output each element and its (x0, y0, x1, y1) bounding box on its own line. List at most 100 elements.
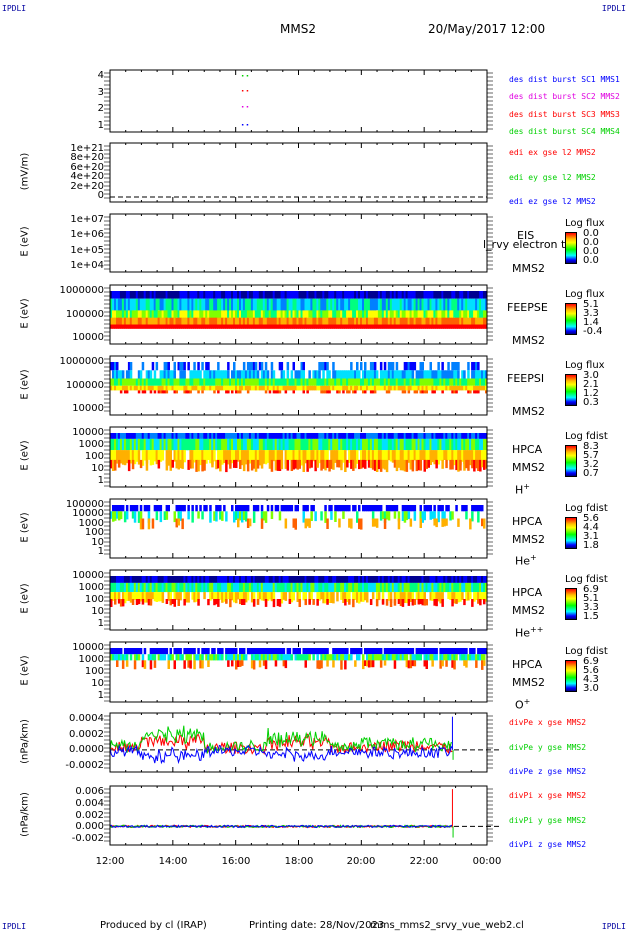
y-tick-label: 4e+20 (70, 171, 104, 182)
colorbar-value: 1.4 (583, 317, 599, 328)
y-tick-label: 10 (91, 463, 104, 474)
colorbar-title: Log flux (565, 289, 605, 300)
divpe-series-1 (109, 725, 453, 755)
y-tick-label: 10000 (72, 570, 104, 581)
colorbar-title: Log fdist (565, 503, 608, 514)
y-tick-label: 1e+21 (70, 143, 104, 154)
divpi-frame (109, 785, 488, 846)
divpi-series-2 (109, 824, 453, 829)
corner-label-top-right: IPDLI (601, 4, 626, 13)
colorbar-value: 0.0 (583, 255, 599, 266)
y-tick-label: 1000 (78, 582, 104, 593)
y-tick-label: 1 (97, 618, 104, 629)
species-name: O (515, 698, 524, 712)
series-legend-label: des dist burst SC4 MMS4 (509, 127, 620, 136)
colorbar-value: 0.0 (583, 228, 599, 239)
species-label: He+ (515, 553, 537, 568)
y-tick-label: 1 (97, 475, 104, 486)
y-axis-label: E (eV) (19, 226, 31, 257)
spacecraft-label: MMS2 (512, 334, 545, 347)
series-legend-label: divPi z gse MMS2 (509, 840, 587, 849)
y-tick-label: 1e+04 (70, 260, 104, 271)
corner-label-top-left: IPDLI (2, 4, 27, 13)
colorbar-value: 3.1 (583, 531, 599, 542)
colorbar-title: Log fdist (565, 431, 608, 442)
species-charge: + (530, 553, 537, 562)
colorbar-value: 1.2 (583, 388, 599, 399)
colorbar-title: Log flux (565, 218, 605, 229)
y-tick-label: 100000 (65, 309, 104, 320)
series-legend-label: divPe x gse MMS2 (509, 718, 587, 727)
burst-frame (109, 69, 488, 133)
y-tick-label: 100000 (65, 499, 104, 510)
colorbar (565, 517, 577, 549)
spacecraft-label: MMS2 (512, 533, 545, 546)
colorbar (565, 445, 577, 477)
series-legend-label: des dist burst SC1 MMS1 (509, 75, 620, 84)
y-tick-label: 0.000 (75, 821, 104, 832)
spacecraft-label: MMS2 (512, 262, 545, 275)
y-tick-label: 1 (97, 546, 104, 557)
hpca_he2-spectrogram (110, 576, 488, 608)
burst-mark (241, 124, 244, 126)
colorbar-title: Log flux (565, 360, 605, 371)
series-legend-label: edi ez gse l2 MMS2 (509, 197, 596, 206)
y-tick-label: 2e+20 (70, 181, 104, 192)
y-tick-label: 1000000 (59, 285, 104, 296)
burst-mark (241, 75, 244, 77)
colorbar-value: 4.3 (583, 674, 599, 685)
colorbar-value: 5.7 (583, 450, 599, 461)
colorbar-value: 0.0 (583, 246, 599, 257)
colorbar-value: 3.0 (583, 683, 599, 694)
series-legend-label: edi ex gse l2 MMS2 (509, 148, 596, 157)
colorbar (565, 588, 577, 620)
colorbar-value: 5.1 (583, 593, 599, 604)
colorbar-value: 5.6 (583, 665, 599, 676)
instrument-label: FEEPSI (507, 372, 545, 385)
y-tick-label: 1000000 (59, 356, 104, 367)
colorbar-value: 2.1 (583, 379, 599, 390)
colorbar-value: 3.3 (583, 602, 599, 613)
y-tick-label: -0.002 (71, 833, 104, 844)
colorbar-value: 6.9 (583, 584, 599, 595)
burst-mark (246, 90, 249, 92)
series-legend-label: edi ey gse l2 MMS2 (509, 173, 596, 182)
instrument-label: HPCA (512, 443, 543, 456)
instrument-label: HPCA (512, 515, 543, 528)
colorbar-value: 1.5 (583, 611, 599, 622)
burst-mark (246, 75, 249, 77)
species-name: He (515, 554, 531, 568)
y-tick-label: 10 (91, 678, 104, 689)
y-tick-label: 10 (91, 606, 104, 617)
hpca_he-spectrogram (110, 505, 486, 530)
colorbar-value: 0.7 (583, 468, 599, 479)
date-time-title: 20/May/2017 12:00 (428, 22, 546, 36)
colorbar-value: 0.3 (583, 397, 599, 408)
y-tick-label: 1 (97, 120, 104, 131)
colorbar-value: 3.0 (583, 370, 599, 381)
y-tick-label: 1000 (78, 518, 104, 529)
divpe-series-2 (109, 744, 453, 765)
burst-mark (241, 90, 244, 92)
species-charge: + (523, 482, 530, 491)
y-tick-label: 0.006 (75, 786, 104, 797)
y-tick-label: 0.002 (75, 810, 104, 821)
series-legend-label: divPe z gse MMS2 (509, 767, 587, 776)
spacecraft-label: MMS2 (512, 604, 545, 617)
y-tick-label: 1e+07 (70, 214, 104, 225)
colorbar-title: Log fdist (565, 574, 608, 585)
species-label: H+ (515, 482, 530, 497)
y-tick-label: 10 (91, 537, 104, 548)
y-tick-label: 6e+20 (70, 162, 104, 173)
y-axis-label: E (eV) (19, 440, 31, 471)
y-tick-label: 0.0004 (69, 713, 104, 724)
instrument-label: HPCA (512, 658, 543, 671)
colorbar-value: 6.9 (583, 656, 599, 667)
spacecraft-label: MMS2 (512, 461, 545, 474)
y-tick-label: 0.0002 (69, 729, 104, 740)
spacecraft-label: MMS2 (512, 405, 545, 418)
colorbar-value: 3.2 (583, 459, 599, 470)
footer-printing-date: Printing date: 28/Nov/2023 (249, 920, 385, 931)
series-legend-label: divPi y gse MMS2 (509, 816, 587, 825)
y-tick-label: -0.0002 (65, 760, 104, 771)
